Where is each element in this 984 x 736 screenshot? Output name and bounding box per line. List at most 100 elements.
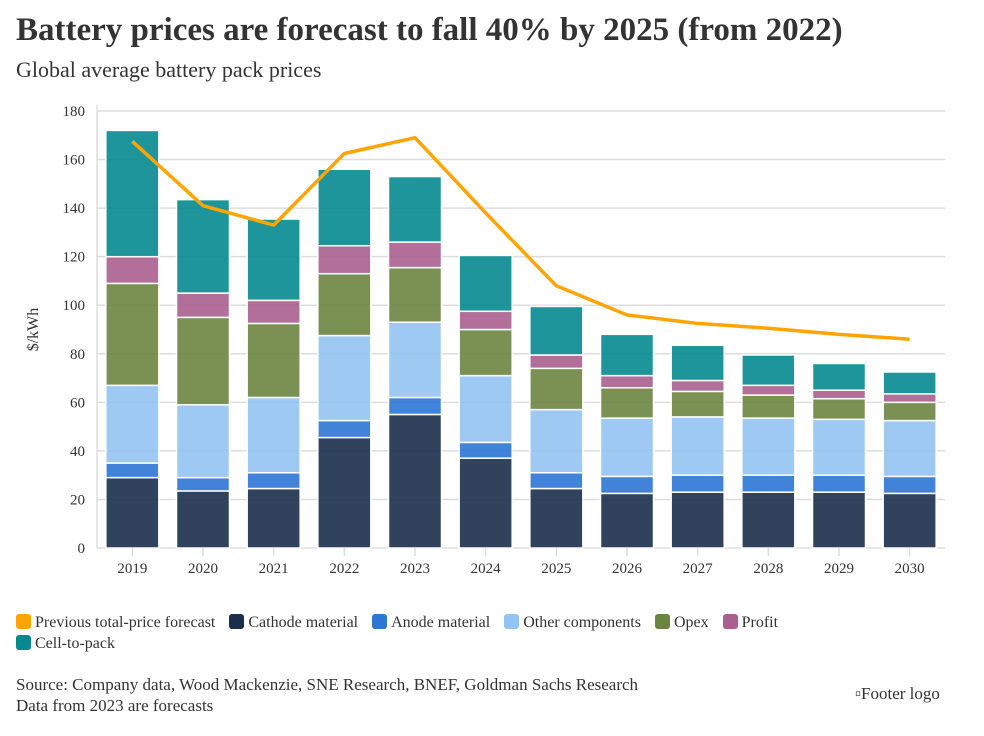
bar-segment [317, 244, 372, 275]
bar-segment [741, 394, 796, 419]
legend-swatch [504, 614, 520, 629]
bar-segment [105, 129, 160, 258]
legend-label: Other components [523, 614, 641, 631]
y-tick-label: 140 [63, 201, 86, 217]
legend-item[interactable]: Profit [722, 612, 778, 633]
legend-swatch [16, 614, 31, 629]
y-tick-label: 80 [70, 347, 85, 363]
y-tick-label: 40 [70, 444, 85, 460]
bar-segment [670, 390, 725, 418]
bar-segment [458, 328, 513, 377]
legend-item[interactable]: Cell-to-pack [16, 633, 115, 654]
legend-item[interactable]: Anode material [372, 612, 490, 633]
bar-segment [529, 305, 584, 356]
x-tick-label: 2020 [188, 561, 218, 577]
bar-segment [882, 475, 937, 495]
bar-segment [175, 490, 231, 549]
x-tick-label: 2028 [753, 561, 783, 577]
legend-label: Cathode material [248, 614, 359, 631]
x-tick-label: 2021 [259, 561, 289, 577]
y-axis-label: $/kWh [25, 308, 42, 352]
bar-segment [105, 384, 160, 464]
bar-segment [317, 272, 372, 337]
forecast-line [131, 135, 910, 341]
y-tick-label: 180 [63, 104, 86, 120]
bar-segment [529, 354, 584, 370]
x-tick-label: 2022 [329, 561, 359, 577]
bar-segment [599, 475, 655, 495]
bar-segment [175, 292, 231, 319]
x-tick-label: 2029 [824, 561, 854, 577]
bar-segment [599, 374, 655, 389]
bar-segment [529, 487, 584, 549]
legend-swatch [654, 614, 670, 629]
forecast-note: Data from 2023 are forecasts [16, 696, 214, 715]
x-tick-label: 2027 [683, 561, 714, 577]
bar-segment [458, 254, 513, 313]
bar-segment [317, 168, 372, 247]
y-tick-label: 160 [63, 153, 86, 169]
bar-segment [670, 474, 725, 493]
bar-segment [741, 354, 796, 387]
bar-segment [458, 374, 513, 444]
legend-swatch [229, 614, 245, 629]
bar-segment [387, 321, 443, 399]
bar-segment [317, 436, 372, 549]
bar-segment [458, 441, 513, 459]
bar-segment [599, 387, 655, 419]
bar-segment [741, 474, 796, 493]
bar-segment [246, 218, 301, 302]
legend-item[interactable]: Opex [654, 612, 709, 633]
bar-segment [882, 492, 937, 549]
bar-segment [882, 371, 937, 395]
bar-segment [317, 419, 372, 439]
bar-segment [882, 401, 937, 422]
bar-segment [105, 462, 160, 479]
bar-segment [599, 333, 655, 377]
bar-segment [599, 417, 655, 478]
y-tick-label: 100 [63, 298, 86, 314]
legend-item[interactable]: Other components [504, 612, 641, 633]
bar-segment [741, 417, 796, 476]
bar-segment [811, 362, 867, 391]
x-tick-label: 2024 [471, 561, 502, 577]
bar-segment [246, 396, 301, 474]
bar-segment [529, 408, 584, 474]
footer-logo: ▫Footer logo [855, 684, 940, 703]
bar-segment [387, 396, 443, 416]
footer-logo-alt: Footer logo [861, 684, 940, 703]
bar-segment [387, 413, 443, 549]
bar-segment [811, 474, 867, 493]
x-tick-label: 2023 [400, 561, 430, 577]
bar-segment [105, 255, 160, 285]
y-tick-label: 20 [70, 492, 85, 508]
bar-segment [458, 310, 513, 331]
bar-segment [811, 397, 867, 421]
legend-item[interactable]: Previous total-price forecast [16, 612, 215, 633]
y-tick-label: 120 [63, 250, 86, 266]
bar-segment [105, 282, 160, 387]
bar-segment [175, 316, 231, 406]
legend-label: Anode material [391, 614, 491, 631]
bar-segment [175, 476, 231, 492]
bar-segment [670, 416, 725, 476]
source-note: Source: Company data, Wood Mackenzie, SN… [16, 674, 638, 716]
bar-segment [105, 476, 160, 549]
chart-title: Battery prices are forecast to fall 40% … [16, 12, 843, 48]
bar-segment [246, 471, 301, 490]
bar-segment [811, 389, 867, 400]
legend: Previous total-price forecast Cathode mat… [16, 612, 896, 654]
legend-swatch [16, 635, 31, 650]
bar-segment [741, 491, 796, 549]
bar-segment [529, 471, 584, 490]
bar-segment [670, 491, 725, 549]
legend-item[interactable]: Cathode material [229, 612, 358, 633]
x-tick-label: 2030 [895, 561, 925, 577]
bar-segment [246, 322, 301, 399]
bar-segment [387, 241, 443, 269]
bar-segment [317, 334, 372, 422]
y-tick-label: 60 [70, 395, 85, 411]
legend-swatch [372, 614, 388, 629]
chart: 0 20 40 60 80 100 120 140 160 180 $/kWh 2019 2020 202… [25, 104, 945, 577]
bar-segment [246, 487, 301, 549]
